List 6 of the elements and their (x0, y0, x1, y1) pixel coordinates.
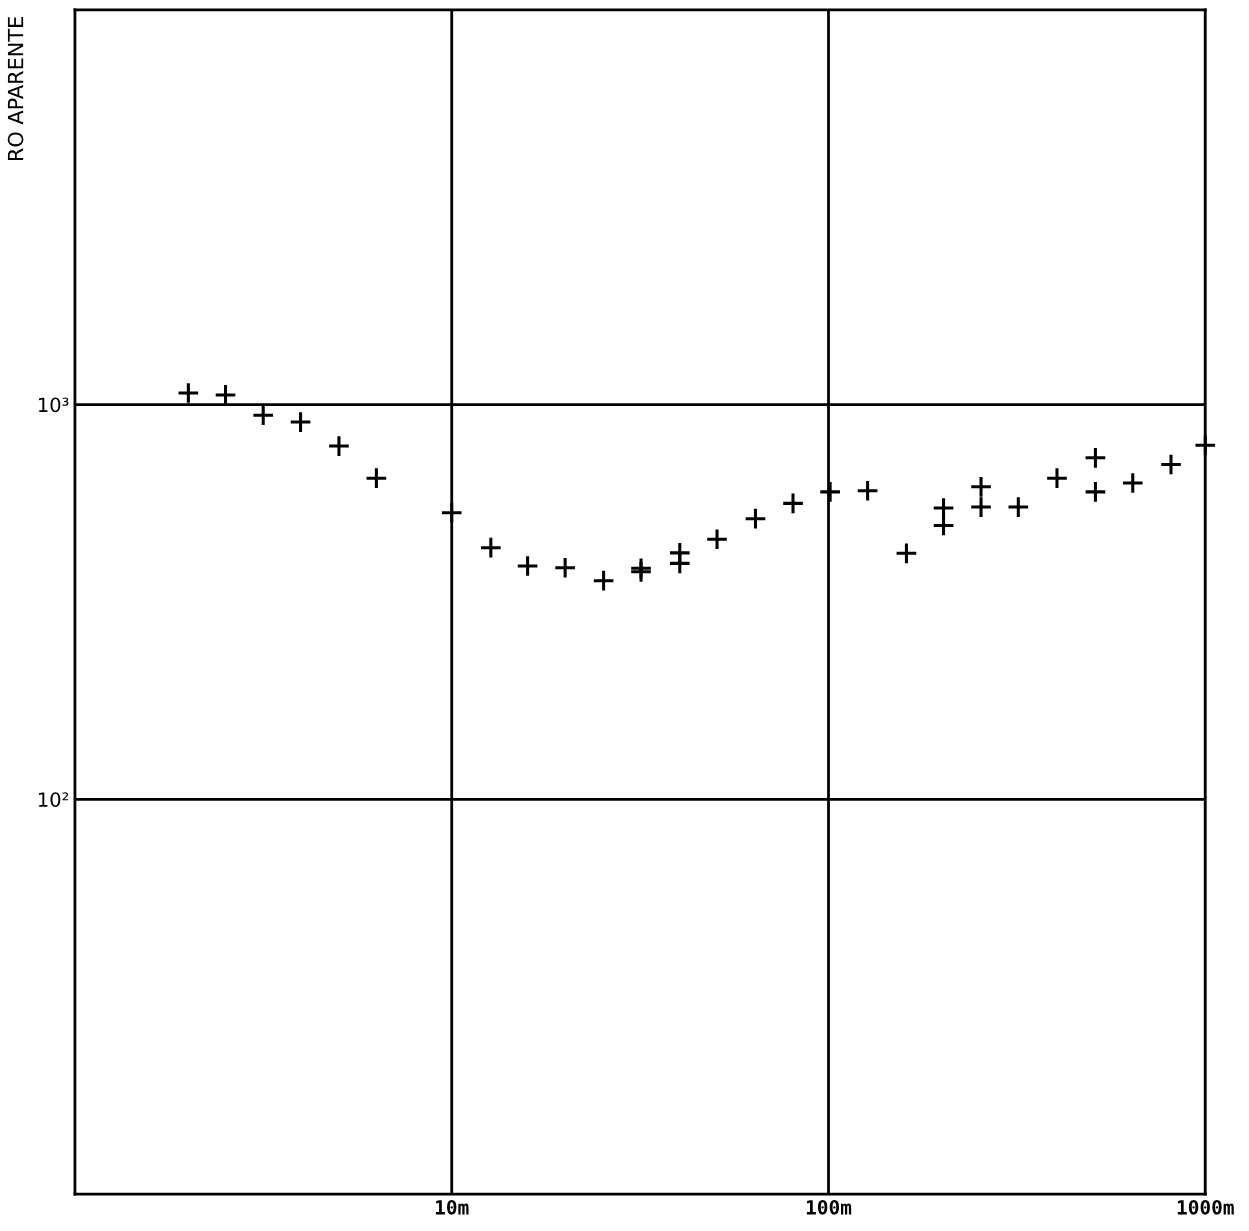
x-tick-label: 100m (806, 1199, 852, 1215)
y-tick-label: 10³ (38, 397, 69, 413)
y-tick-label: 10² (38, 792, 69, 807)
y-axis-title: RO APARENTE (7, 17, 24, 161)
x-tick-label: 10m (435, 1199, 469, 1215)
x-tick-label: 1000m (1177, 1199, 1234, 1215)
